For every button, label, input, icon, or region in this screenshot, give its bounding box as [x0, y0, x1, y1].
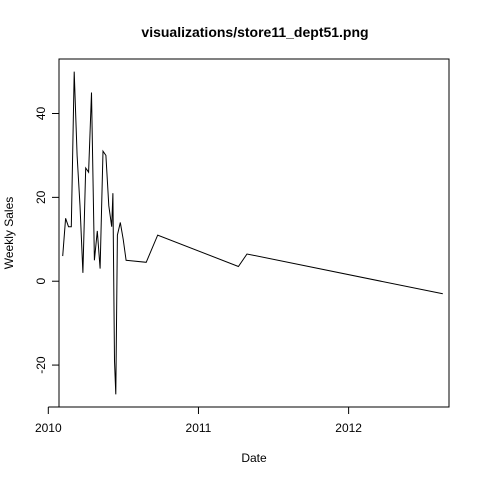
data-point [111, 226, 112, 227]
data-point [146, 262, 147, 263]
data-point [105, 155, 106, 156]
data-point [123, 239, 124, 240]
data-point [125, 260, 126, 261]
data-point [91, 92, 92, 93]
data-point [71, 226, 72, 227]
series-points [62, 71, 443, 395]
x-axis-label: Date [241, 451, 267, 465]
data-point [94, 260, 95, 261]
data-point [108, 205, 109, 206]
data-point [65, 218, 66, 219]
y-tick-label: 0 [34, 278, 48, 285]
data-point [112, 193, 113, 194]
data-point [97, 230, 98, 231]
data-point [77, 155, 78, 156]
x-tick-label: 2012 [335, 421, 362, 435]
x-tick-label: 2011 [186, 421, 212, 435]
data-point [68, 226, 69, 227]
data-point [114, 360, 115, 361]
data-point [442, 293, 443, 294]
x-tick-label: 2010 [35, 421, 62, 435]
data-point [246, 253, 247, 254]
data-point [238, 266, 239, 267]
data-point [74, 71, 75, 72]
data-point [120, 222, 121, 223]
data-point [82, 272, 83, 273]
data-point [62, 255, 63, 256]
y-axis-label: Weekly Sales [2, 197, 16, 269]
data-point [117, 234, 118, 235]
y-tick-label: 40 [34, 107, 48, 121]
data-point [85, 167, 86, 168]
data-point [100, 268, 101, 269]
data-point [88, 172, 89, 173]
data-point [157, 234, 158, 235]
y-axis: -20 0 20 40 [34, 107, 60, 374]
data-point [79, 205, 80, 206]
y-tick-label: -20 [34, 356, 48, 374]
sales-line [62, 71, 443, 395]
x-axis: 2010 2011 2012 [35, 406, 362, 435]
data-point [115, 394, 116, 395]
y-tick-label: 20 [34, 190, 48, 204]
data-point [102, 151, 103, 152]
chart-title: visualizations/store11_dept51.png [141, 24, 368, 40]
